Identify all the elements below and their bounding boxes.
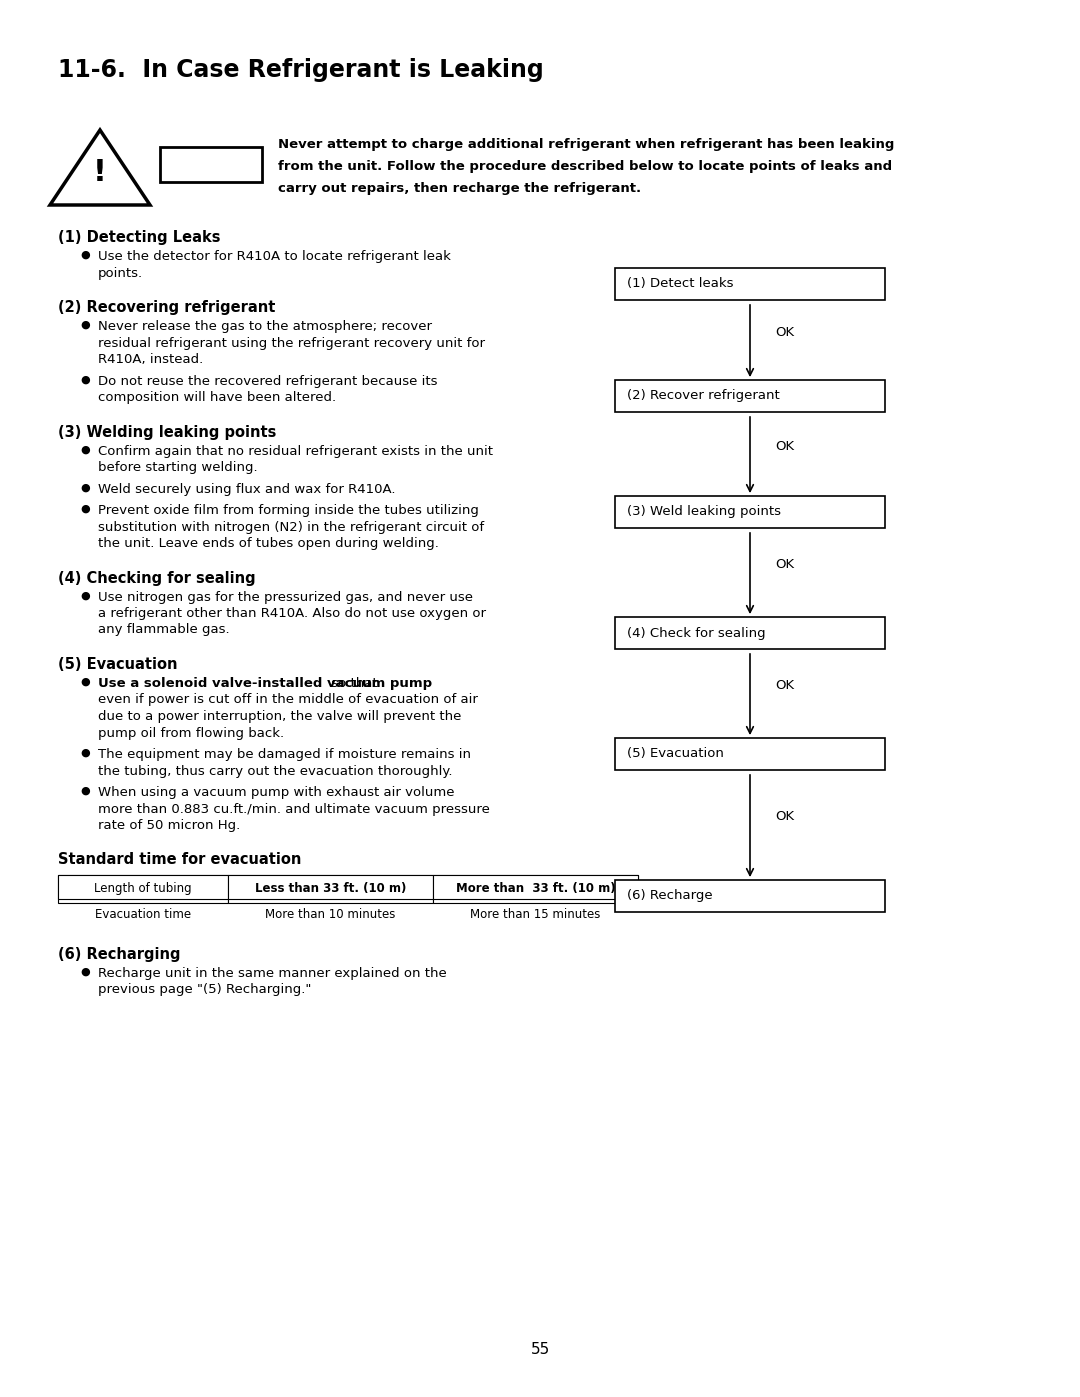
Text: carry out repairs, then recharge the refrigerant.: carry out repairs, then recharge the ref…: [278, 182, 642, 196]
Text: the tubing, thus carry out the evacuation thoroughly.: the tubing, thus carry out the evacuatio…: [98, 764, 453, 778]
Text: Recharge unit in the same manner explained on the: Recharge unit in the same manner explain…: [98, 967, 447, 979]
Text: R410A, instead.: R410A, instead.: [98, 353, 203, 366]
Text: (1) Detect leaks: (1) Detect leaks: [627, 278, 733, 291]
Text: previous page "(5) Recharging.": previous page "(5) Recharging.": [98, 983, 311, 996]
Text: Use a solenoid valve-installed vacuum pump: Use a solenoid valve-installed vacuum pu…: [98, 678, 432, 690]
Text: Standard time for evacuation: Standard time for evacuation: [58, 852, 301, 868]
Text: Never release the gas to the atmosphere; recover: Never release the gas to the atmosphere;…: [98, 320, 432, 332]
Text: (5) Evacuation: (5) Evacuation: [627, 747, 724, 760]
Text: a refrigerant other than R410A. Also do not use oxygen or: a refrigerant other than R410A. Also do …: [98, 608, 486, 620]
Text: Weld securely using flux and wax for R410A.: Weld securely using flux and wax for R41…: [98, 482, 395, 496]
Text: OK: OK: [775, 326, 794, 338]
Bar: [615, 496, 885, 528]
Text: (2) Recovering refrigerant: (2) Recovering refrigerant: [58, 300, 275, 314]
Text: Use the detector for R410A to locate refrigerant leak: Use the detector for R410A to locate ref…: [98, 250, 450, 263]
Text: Do not reuse the recovered refrigerant because its: Do not reuse the recovered refrigerant b…: [98, 374, 437, 387]
Text: ●: ●: [80, 482, 90, 493]
Bar: [228, 875, 433, 898]
Bar: [160, 147, 262, 182]
Text: the unit. Leave ends of tubes open during welding.: the unit. Leave ends of tubes open durin…: [98, 536, 438, 550]
Text: (2) Recover refrigerant: (2) Recover refrigerant: [627, 390, 780, 402]
Text: OK: OK: [775, 679, 794, 692]
Bar: [58, 875, 228, 898]
Bar: [615, 880, 885, 912]
Text: !: !: [93, 158, 107, 187]
Text: (1) Detecting Leaks: (1) Detecting Leaks: [58, 231, 220, 244]
Text: Length of tubing: Length of tubing: [94, 882, 192, 895]
Text: Less than 33 ft. (10 m): Less than 33 ft. (10 m): [255, 882, 406, 895]
Bar: [615, 617, 885, 650]
Text: ●: ●: [80, 967, 90, 977]
Bar: [433, 875, 638, 898]
Text: (3) Welding leaking points: (3) Welding leaking points: [58, 425, 276, 440]
Text: ●: ●: [80, 504, 90, 514]
Text: substitution with nitrogen (N2) in the refrigerant circuit of: substitution with nitrogen (N2) in the r…: [98, 521, 484, 534]
Text: pump oil from flowing back.: pump oil from flowing back.: [98, 726, 284, 739]
Text: 11-6.  In Case Refrigerant is Leaking: 11-6. In Case Refrigerant is Leaking: [58, 59, 543, 82]
Text: (4) Check for sealing: (4) Check for sealing: [627, 626, 766, 640]
Text: More than 15 minutes: More than 15 minutes: [470, 908, 600, 921]
Text: OK: OK: [775, 810, 794, 823]
Bar: [615, 380, 885, 412]
Bar: [615, 268, 885, 300]
Text: ●: ●: [80, 678, 90, 687]
Text: before starting welding.: before starting welding.: [98, 461, 258, 474]
Bar: [615, 738, 885, 770]
Bar: [58, 875, 228, 902]
Text: The equipment may be damaged if moisture remains in: The equipment may be damaged if moisture…: [98, 747, 471, 761]
Text: 55: 55: [530, 1343, 550, 1356]
Text: ●: ●: [80, 747, 90, 759]
Text: points.: points.: [98, 267, 144, 279]
Text: ●: ●: [80, 320, 90, 330]
Text: OK: OK: [775, 440, 794, 453]
Text: from the unit. Follow the procedure described below to locate points of leaks an: from the unit. Follow the procedure desc…: [278, 161, 892, 173]
Text: ●: ●: [80, 444, 90, 454]
Text: (5) Evacuation: (5) Evacuation: [58, 657, 177, 672]
Text: (4) Checking for sealing: (4) Checking for sealing: [58, 570, 256, 585]
Text: even if power is cut off in the middle of evacuation of air: even if power is cut off in the middle o…: [98, 693, 477, 707]
Text: ●: ●: [80, 591, 90, 601]
Text: rate of 50 micron Hg.: rate of 50 micron Hg.: [98, 819, 240, 833]
Bar: [433, 875, 638, 902]
Text: Evacuation time: Evacuation time: [95, 908, 191, 921]
Text: CAUTION: CAUTION: [176, 158, 246, 172]
Text: residual refrigerant using the refrigerant recovery unit for: residual refrigerant using the refrigera…: [98, 337, 485, 349]
Text: due to a power interruption, the valve will prevent the: due to a power interruption, the valve w…: [98, 710, 461, 724]
Text: Use nitrogen gas for the pressurized gas, and never use: Use nitrogen gas for the pressurized gas…: [98, 591, 473, 604]
Text: More than  33 ft. (10 m): More than 33 ft. (10 m): [456, 882, 616, 895]
Text: When using a vacuum pump with exhaust air volume: When using a vacuum pump with exhaust ai…: [98, 787, 455, 799]
Text: ●: ●: [80, 374, 90, 384]
Text: More than 10 minutes: More than 10 minutes: [266, 908, 395, 921]
Text: ●: ●: [80, 250, 90, 260]
Text: more than 0.883 cu.ft./min. and ultimate vacuum pressure: more than 0.883 cu.ft./min. and ultimate…: [98, 802, 490, 816]
Bar: [228, 875, 433, 902]
Text: (6) Recharge: (6) Recharge: [627, 890, 713, 902]
Text: any flammable gas.: any flammable gas.: [98, 623, 230, 637]
Text: (6) Recharging: (6) Recharging: [58, 947, 180, 961]
Text: OK: OK: [775, 557, 794, 571]
Text: composition will have been altered.: composition will have been altered.: [98, 391, 336, 404]
Text: Prevent oxide film from forming inside the tubes utilizing: Prevent oxide film from forming inside t…: [98, 504, 478, 517]
Text: Confirm again that no residual refrigerant exists in the unit: Confirm again that no residual refrigera…: [98, 444, 492, 457]
Text: (3) Weld leaking points: (3) Weld leaking points: [627, 506, 781, 518]
Text: ●: ●: [80, 787, 90, 796]
Text: Never attempt to charge additional refrigerant when refrigerant has been leaking: Never attempt to charge additional refri…: [278, 138, 894, 151]
Text: so that: so that: [327, 678, 378, 690]
